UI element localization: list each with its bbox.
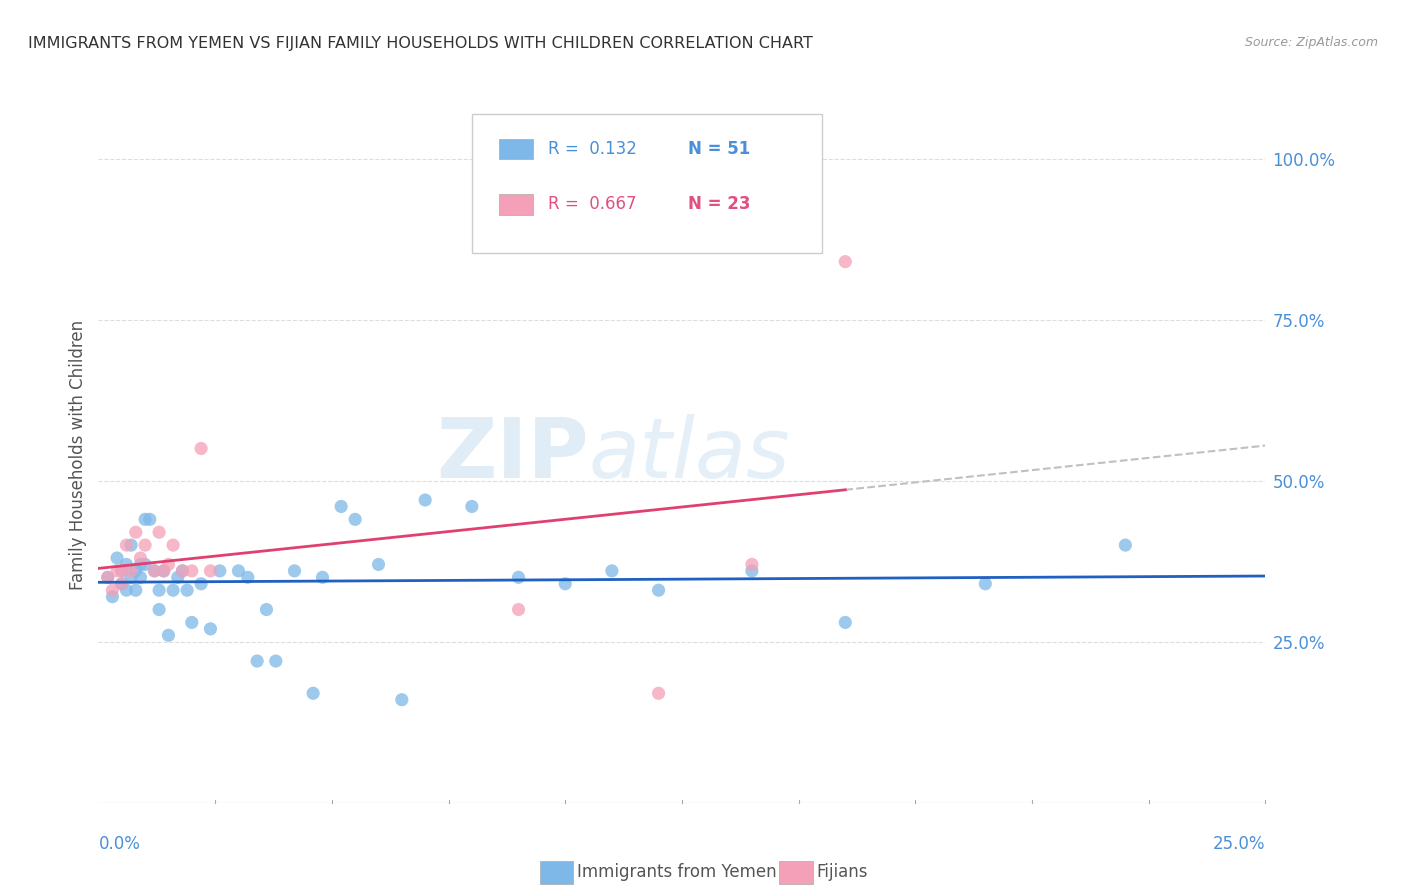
- Point: [741, 564, 763, 578]
- Text: N = 23: N = 23: [688, 195, 751, 213]
- Point: [134, 538, 156, 552]
- Point: [283, 564, 305, 578]
- FancyBboxPatch shape: [499, 138, 533, 159]
- Point: [264, 654, 287, 668]
- Point: [461, 500, 484, 514]
- Text: N = 51: N = 51: [688, 140, 749, 158]
- Point: [152, 564, 174, 578]
- Point: [172, 564, 194, 578]
- Point: [367, 558, 389, 572]
- Point: [129, 551, 152, 566]
- Point: [302, 686, 325, 700]
- Point: [111, 576, 134, 591]
- Point: [256, 602, 278, 616]
- Point: [600, 564, 623, 578]
- Text: 25.0%: 25.0%: [1213, 835, 1265, 853]
- Point: [129, 570, 152, 584]
- Text: Immigrants from Yemen: Immigrants from Yemen: [576, 863, 776, 881]
- Point: [391, 692, 413, 706]
- Point: [413, 493, 436, 508]
- Point: [647, 583, 669, 598]
- Y-axis label: Family Households with Children: Family Households with Children: [69, 320, 87, 590]
- Point: [157, 628, 180, 642]
- Text: Fijians: Fijians: [815, 863, 868, 881]
- Point: [200, 564, 222, 578]
- Point: [115, 558, 138, 572]
- Point: [134, 512, 156, 526]
- FancyBboxPatch shape: [779, 861, 813, 884]
- Point: [139, 512, 162, 526]
- Point: [508, 570, 530, 584]
- Point: [143, 564, 166, 578]
- Point: [1114, 538, 1136, 552]
- Point: [208, 564, 231, 578]
- Point: [311, 570, 333, 584]
- Point: [176, 583, 198, 598]
- Point: [236, 570, 259, 584]
- Point: [120, 570, 142, 584]
- Point: [115, 583, 138, 598]
- Point: [246, 654, 269, 668]
- Point: [180, 615, 202, 630]
- Point: [162, 538, 184, 552]
- Point: [180, 564, 202, 578]
- FancyBboxPatch shape: [499, 194, 533, 215]
- Text: ZIP: ZIP: [436, 415, 589, 495]
- Point: [974, 576, 997, 591]
- Point: [330, 500, 353, 514]
- Point: [120, 564, 142, 578]
- Point: [344, 512, 367, 526]
- Point: [111, 564, 134, 578]
- Point: [111, 576, 134, 591]
- Point: [166, 570, 188, 584]
- Point: [134, 558, 156, 572]
- Point: [125, 564, 148, 578]
- Point: [172, 564, 194, 578]
- Point: [97, 570, 120, 584]
- Point: [647, 686, 669, 700]
- Point: [162, 583, 184, 598]
- Point: [508, 602, 530, 616]
- Point: [143, 564, 166, 578]
- Point: [152, 564, 174, 578]
- Point: [190, 442, 212, 456]
- Point: [125, 525, 148, 540]
- Point: [834, 254, 856, 268]
- Text: IMMIGRANTS FROM YEMEN VS FIJIAN FAMILY HOUSEHOLDS WITH CHILDREN CORRELATION CHAR: IMMIGRANTS FROM YEMEN VS FIJIAN FAMILY H…: [28, 36, 813, 51]
- Point: [200, 622, 222, 636]
- Point: [120, 538, 142, 552]
- Point: [228, 564, 250, 578]
- Text: R =  0.132: R = 0.132: [548, 140, 637, 158]
- Point: [834, 615, 856, 630]
- Point: [190, 576, 212, 591]
- Point: [105, 564, 128, 578]
- Point: [97, 570, 120, 584]
- Point: [554, 576, 576, 591]
- Point: [101, 590, 124, 604]
- Text: Source: ZipAtlas.com: Source: ZipAtlas.com: [1244, 36, 1378, 49]
- Point: [101, 583, 124, 598]
- Point: [148, 602, 170, 616]
- FancyBboxPatch shape: [540, 861, 574, 884]
- Text: 0.0%: 0.0%: [98, 835, 141, 853]
- Text: R =  0.667: R = 0.667: [548, 195, 636, 213]
- Point: [125, 583, 148, 598]
- Point: [129, 558, 152, 572]
- Point: [105, 551, 128, 566]
- FancyBboxPatch shape: [472, 114, 823, 253]
- Point: [148, 525, 170, 540]
- Point: [148, 583, 170, 598]
- Text: atlas: atlas: [589, 415, 790, 495]
- Point: [157, 558, 180, 572]
- Point: [111, 564, 134, 578]
- Point: [115, 538, 138, 552]
- Point: [741, 558, 763, 572]
